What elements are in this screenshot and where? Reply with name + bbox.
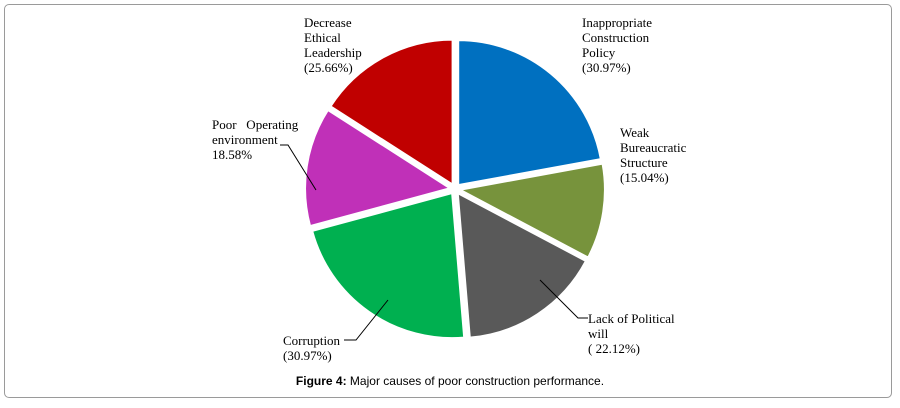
slice-label-line: Weak xyxy=(620,125,650,140)
slice-label-line: Inappropriate xyxy=(582,15,652,30)
figure-caption-text: Major causes of poor construction perfor… xyxy=(346,374,605,388)
slice-label-line: Lack of Political xyxy=(588,311,675,326)
slice-label-line: (25.66%) xyxy=(304,60,353,75)
leader-line-4 xyxy=(344,299,389,341)
figure-caption-label: Figure 4: xyxy=(295,374,347,388)
slice-label-line: (30.97%) xyxy=(283,348,332,363)
slice-label-line: environment xyxy=(212,132,278,147)
leader-line-3 xyxy=(539,279,588,319)
pie-slice-6 xyxy=(329,38,454,187)
slice-label-line: Bureaucratic xyxy=(620,140,687,155)
slice-label-line: 18.58% xyxy=(212,147,252,162)
slice-label-2: Weak Bureaucratic Structure (15.04%) xyxy=(620,125,687,185)
figure-caption: Figure 4: Major causes of poor construct… xyxy=(0,374,900,388)
slice-label-line: Poor Operating xyxy=(212,117,299,132)
slice-label-line: Ethical xyxy=(304,30,341,45)
pie-slice-5 xyxy=(304,108,453,228)
slice-label-line: Structure xyxy=(620,155,668,170)
slice-label-line: (30.97%) xyxy=(582,60,631,75)
slice-label-line: (15.04%) xyxy=(620,170,669,185)
slice-label-4: Corruption (30.97%) xyxy=(283,333,341,363)
slice-label-line: Policy xyxy=(582,45,616,60)
slice-label-line: Construction xyxy=(582,30,650,45)
slice-label-line: ( 22.12%) xyxy=(588,341,640,356)
pie-slice-4 xyxy=(310,191,466,340)
leader-line-5 xyxy=(280,144,317,191)
slice-label-line: Corruption xyxy=(283,333,341,348)
pie-slice-2 xyxy=(456,162,606,259)
slice-label-5: Poor Operating environment 18.58% xyxy=(212,117,299,162)
slice-label-1: Inappropriate Construction Policy (30.97%) xyxy=(582,15,652,75)
slice-label-line: Decrease xyxy=(304,15,352,30)
pie-chart: Inappropriate Construction Policy (30.97%)W… xyxy=(212,15,687,363)
slice-label-line: will xyxy=(588,326,609,341)
slice-label-3: Lack of Political will( 22.12%) xyxy=(588,311,675,356)
pie-slice-1 xyxy=(457,39,603,187)
slice-label-line: Leadership xyxy=(304,45,362,60)
slice-label-6: Decrease Ethical Leadership (25.66%) xyxy=(304,15,362,75)
pie-slice-3 xyxy=(456,191,588,339)
